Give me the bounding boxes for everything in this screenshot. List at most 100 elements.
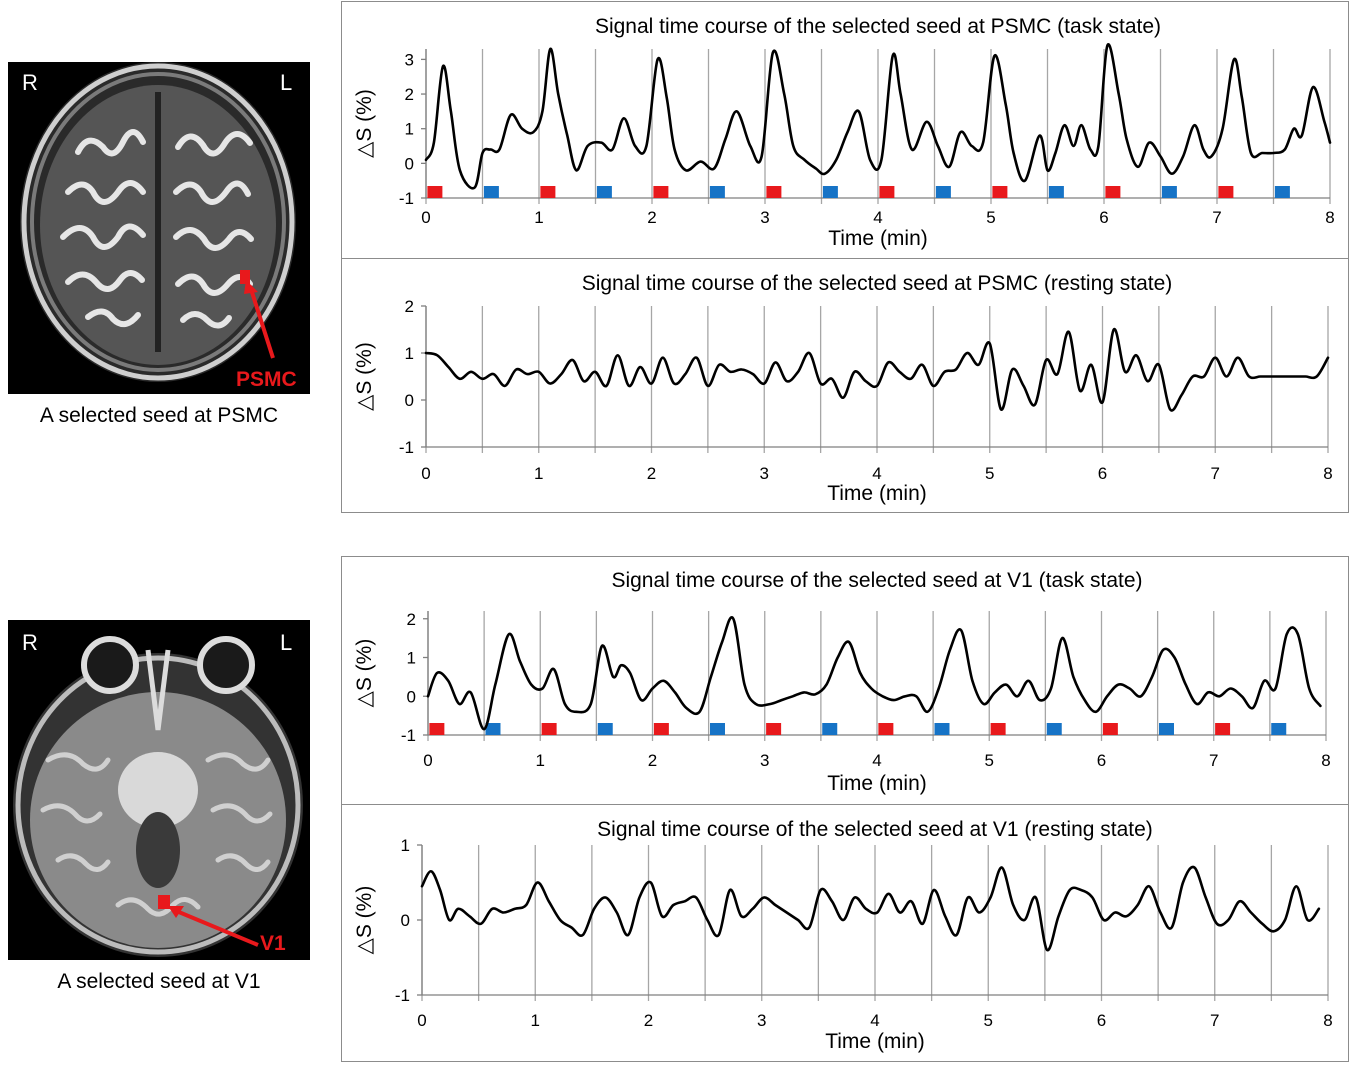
- x-tick-label: 5: [984, 1011, 993, 1030]
- brain-slice-v1-graphic: [13, 636, 303, 957]
- block-marker-blue: [596, 186, 612, 198]
- y-tick-label: -1: [399, 189, 414, 208]
- block-marker-red: [1105, 186, 1121, 198]
- chart-title: Signal time course of the selected seed …: [582, 272, 1173, 295]
- x-tick-label: 7: [1209, 751, 1218, 770]
- chart-v1-rest: Signal time course of the selected seed …: [353, 818, 1333, 1053]
- x-tick-label: 7: [1210, 1011, 1219, 1030]
- v1-chart-divider: [341, 804, 1349, 805]
- x-axis-label: Time (min): [825, 1030, 925, 1053]
- x-tick-label: 7: [1212, 208, 1221, 227]
- block-marker-blue: [1161, 186, 1177, 198]
- block-marker-red: [990, 723, 1006, 735]
- block-marker-red: [1102, 723, 1118, 735]
- y-axis-label: △S (%): [353, 89, 376, 158]
- y-tick-label: 1: [405, 120, 414, 139]
- brain-image-psmc: [8, 62, 310, 394]
- series-line: [424, 43, 1332, 190]
- x-tick-label: 6: [1099, 208, 1108, 227]
- block-marker-red: [766, 723, 782, 735]
- caption-v1: A selected seed at V1: [57, 970, 261, 993]
- orientation-right-label: R: [22, 70, 38, 95]
- y-axis-label: △S (%): [353, 639, 376, 708]
- x-tick-label: 0: [421, 464, 430, 483]
- seed-label-v1: V1: [260, 932, 286, 955]
- psmc-chart-divider: [341, 258, 1349, 259]
- x-tick-label: 4: [873, 208, 882, 227]
- block-marker-blue: [1271, 723, 1287, 735]
- orientation-left-label: L: [280, 70, 293, 95]
- block-marker-blue: [709, 723, 725, 735]
- x-tick-label: 8: [1321, 751, 1330, 770]
- block-marker-blue: [709, 186, 725, 198]
- y-tick-label: 2: [407, 610, 416, 629]
- orientation-right-label: R: [22, 630, 38, 655]
- chart-title: Signal time course of the selected seed …: [595, 15, 1161, 38]
- x-axis-label: Time (min): [827, 482, 927, 505]
- y-tick-label: -1: [395, 986, 410, 1005]
- block-marker-red: [766, 186, 782, 198]
- chart-psmc-task: Signal time course of the selected seed …: [353, 15, 1335, 250]
- block-marker-blue: [1048, 186, 1064, 198]
- block-marker-red: [429, 723, 445, 735]
- block-marker-blue: [1158, 723, 1174, 735]
- x-tick-label: 2: [647, 208, 656, 227]
- block-marker-red: [879, 186, 895, 198]
- x-tick-label: 4: [870, 1011, 879, 1030]
- x-tick-label: 3: [760, 751, 769, 770]
- x-tick-label: 7: [1211, 464, 1220, 483]
- block-marker-blue: [934, 723, 950, 735]
- block-marker-red: [540, 186, 556, 198]
- block-marker-red: [878, 723, 894, 735]
- series-line: [426, 616, 1322, 731]
- brain-image-v1: [8, 620, 310, 960]
- x-tick-label: 6: [1097, 1011, 1106, 1030]
- series-line: [420, 865, 1321, 952]
- y-tick-label: 0: [405, 391, 414, 410]
- x-tick-label: 8: [1325, 208, 1334, 227]
- block-marker-red: [653, 723, 669, 735]
- block-marker-blue: [935, 186, 951, 198]
- y-tick-label: 0: [407, 687, 416, 706]
- block-marker-red: [653, 186, 669, 198]
- caption-psmc: A selected seed at PSMC: [39, 404, 279, 427]
- chart-title: Signal time course of the selected seed …: [611, 569, 1142, 592]
- x-tick-label: 8: [1323, 1011, 1332, 1030]
- chart-psmc-rest: Signal time course of the selected seed …: [353, 272, 1333, 505]
- y-tick-label: 0: [405, 154, 414, 173]
- y-tick-label: 1: [405, 344, 414, 363]
- block-marker-red: [1215, 723, 1231, 735]
- block-marker-red: [1218, 186, 1234, 198]
- x-tick-label: 4: [872, 751, 881, 770]
- y-tick-label: 1: [401, 836, 410, 855]
- x-tick-label: 2: [644, 1011, 653, 1030]
- x-tick-label: 3: [757, 1011, 766, 1030]
- y-tick-label: 2: [405, 85, 414, 104]
- x-tick-label: 1: [534, 464, 543, 483]
- series-line: [424, 328, 1330, 412]
- y-axis-label: △S (%): [353, 342, 376, 411]
- x-tick-label: 2: [647, 464, 656, 483]
- block-marker-blue: [1046, 723, 1062, 735]
- block-marker-red: [427, 186, 443, 198]
- orientation-left-label: L: [280, 630, 293, 655]
- x-tick-label: 1: [534, 208, 543, 227]
- y-tick-label: 0: [401, 911, 410, 930]
- x-tick-label: 6: [1098, 464, 1107, 483]
- x-tick-label: 0: [421, 208, 430, 227]
- x-tick-label: 5: [985, 751, 994, 770]
- y-tick-label: 2: [405, 297, 414, 316]
- block-marker-blue: [597, 723, 613, 735]
- x-axis-label: Time (min): [828, 227, 928, 250]
- x-tick-label: 4: [872, 464, 881, 483]
- x-tick-label: 8: [1323, 464, 1332, 483]
- seed-label-psmc: PSMC: [236, 368, 297, 391]
- x-tick-label: 1: [531, 1011, 540, 1030]
- brain-slice-psmc-graphic: [20, 62, 296, 382]
- block-marker-red: [541, 723, 557, 735]
- chart-title: Signal time course of the selected seed …: [597, 818, 1153, 841]
- x-tick-label: 3: [760, 464, 769, 483]
- y-tick-label: 3: [405, 50, 414, 69]
- x-tick-label: 5: [985, 464, 994, 483]
- block-marker-blue: [822, 186, 838, 198]
